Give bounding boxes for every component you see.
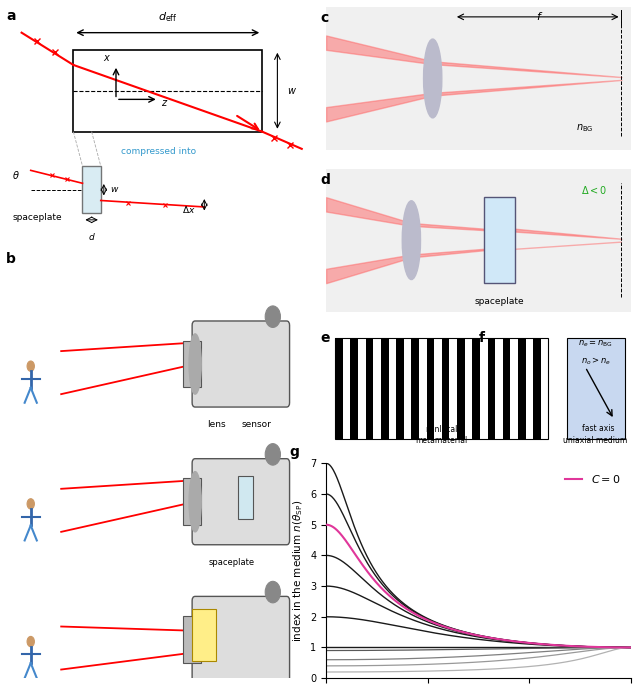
Ellipse shape: [402, 201, 420, 279]
Text: fast axis: fast axis: [582, 424, 614, 433]
Text: $n_o > n_e$: $n_o > n_e$: [580, 356, 611, 367]
Text: d: d: [320, 173, 330, 187]
Circle shape: [265, 444, 280, 465]
Bar: [183, 616, 201, 662]
Circle shape: [265, 582, 280, 603]
Text: $z$: $z$: [161, 98, 168, 108]
FancyBboxPatch shape: [192, 459, 290, 545]
Text: $x$: $x$: [103, 53, 111, 62]
Bar: [472, 338, 480, 439]
Text: c: c: [320, 11, 328, 25]
Circle shape: [27, 499, 34, 509]
Circle shape: [265, 306, 280, 327]
Bar: [518, 338, 526, 439]
Bar: [526, 338, 533, 439]
Bar: [457, 338, 464, 439]
Text: $\theta$: $\theta$: [11, 169, 19, 181]
Bar: [434, 338, 442, 439]
Text: $w$: $w$: [287, 86, 296, 96]
Bar: [335, 338, 343, 439]
Bar: [450, 338, 457, 439]
Text: $d_{\rm eff}$: $d_{\rm eff}$: [158, 10, 178, 24]
Bar: [381, 338, 389, 439]
Bar: [73, 50, 262, 132]
Text: f: f: [478, 332, 484, 345]
Text: $f$: $f$: [536, 10, 543, 22]
Bar: [503, 338, 510, 439]
Text: uniaxial medium: uniaxial medium: [564, 436, 627, 445]
Bar: [238, 476, 253, 519]
Bar: [389, 338, 396, 439]
Bar: [192, 609, 217, 661]
Bar: [480, 338, 487, 439]
Ellipse shape: [189, 471, 201, 532]
Bar: [350, 338, 358, 439]
Bar: [366, 338, 373, 439]
Bar: [358, 338, 366, 439]
Text: spaceplate: spaceplate: [475, 297, 524, 306]
Text: sensor: sensor: [241, 420, 271, 429]
Bar: [183, 340, 201, 387]
Bar: [396, 338, 404, 439]
Bar: [567, 338, 624, 439]
Bar: [183, 479, 201, 525]
Text: e: e: [320, 332, 329, 345]
Text: lens: lens: [208, 420, 226, 429]
Bar: [83, 166, 101, 214]
Text: $w$: $w$: [110, 185, 119, 195]
Ellipse shape: [189, 334, 201, 394]
Text: b: b: [6, 252, 17, 266]
Bar: [427, 338, 434, 439]
Bar: [404, 338, 412, 439]
Bar: [442, 338, 450, 439]
Text: $n_{\rm BG}$: $n_{\rm BG}$: [576, 123, 594, 134]
Text: nonlocal
metamaterial: nonlocal metamaterial: [416, 425, 468, 445]
Text: $\Delta < 0$: $\Delta < 0$: [581, 184, 607, 196]
Text: a: a: [6, 9, 16, 23]
Circle shape: [27, 361, 34, 371]
Text: spaceplate: spaceplate: [13, 213, 62, 222]
Circle shape: [27, 636, 34, 647]
Bar: [373, 338, 381, 439]
Text: $\Delta x$: $\Delta x$: [182, 203, 196, 214]
Bar: [335, 338, 548, 439]
Bar: [541, 338, 548, 439]
Text: g: g: [290, 445, 299, 459]
Bar: [419, 338, 427, 439]
Legend: $C = 0$: $C = 0$: [561, 469, 625, 490]
Bar: [533, 338, 541, 439]
Bar: [485, 197, 515, 283]
FancyBboxPatch shape: [192, 597, 290, 682]
Bar: [495, 338, 503, 439]
Bar: [412, 338, 419, 439]
Bar: [510, 338, 518, 439]
Bar: [343, 338, 350, 439]
Text: $n_e = n_{\rm BG}$: $n_e = n_{\rm BG}$: [578, 338, 613, 349]
Bar: [487, 338, 495, 439]
Text: spaceplate: spaceplate: [209, 558, 255, 566]
Text: compressed into: compressed into: [121, 147, 196, 155]
Bar: [464, 338, 472, 439]
Y-axis label: index in the medium $n(\theta_{\rm SP})$: index in the medium $n(\theta_{\rm SP})$: [291, 499, 304, 642]
Text: $d$: $d$: [88, 231, 96, 242]
Ellipse shape: [424, 39, 442, 118]
FancyBboxPatch shape: [192, 321, 290, 407]
